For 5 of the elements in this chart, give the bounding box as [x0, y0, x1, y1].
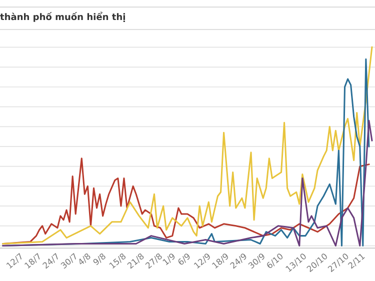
x-tick-label: 1/9	[162, 252, 176, 266]
chart-title: thành phố muốn hiển thị	[0, 12, 125, 22]
x-tick-label: 4/8	[77, 252, 92, 266]
x-tick-label: 6/9	[177, 252, 192, 266]
x-tick-label: 9/8	[92, 252, 106, 266]
